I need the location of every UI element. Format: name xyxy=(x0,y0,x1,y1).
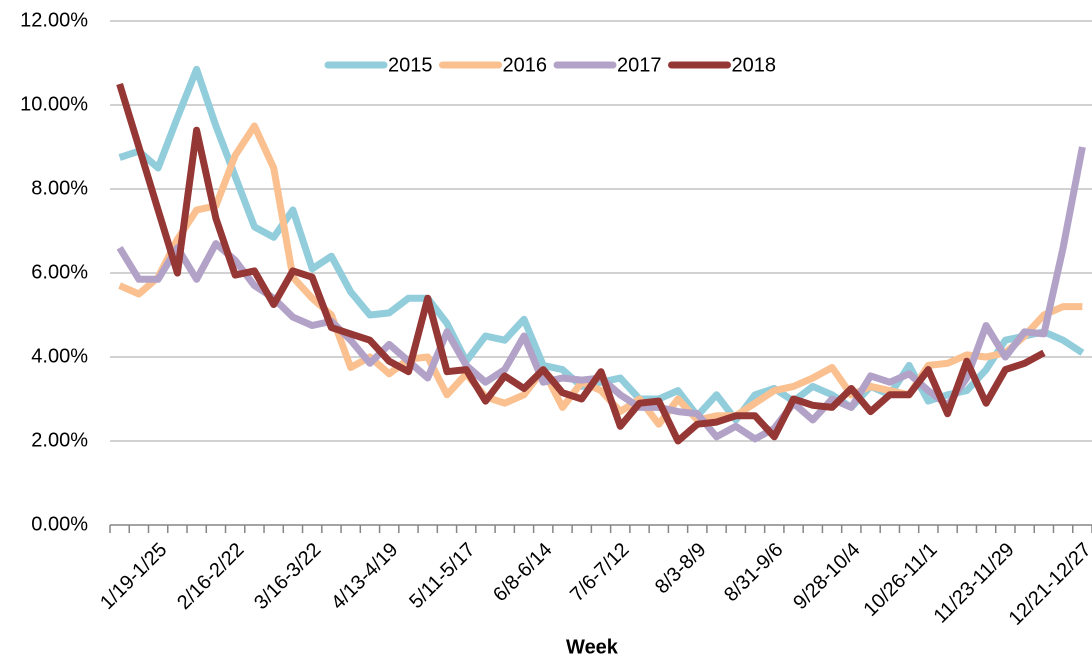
series-line xyxy=(116,82,1046,445)
y-tick-label: 12.00% xyxy=(20,9,88,31)
x-tick-label: 6/8-6/14 xyxy=(489,539,556,606)
legend-label: 2018 xyxy=(732,54,777,76)
x-tick-label: 4/13-4/19 xyxy=(327,539,402,614)
y-tick-label: 8.00% xyxy=(31,177,88,199)
x-tick-label: 7/6-7/12 xyxy=(566,539,633,606)
legend-label: 2015 xyxy=(388,54,433,76)
y-tick-label: 2.00% xyxy=(31,429,88,451)
x-tick-label: 5/11-5/17 xyxy=(405,539,479,613)
x-tick-label: 1/19-1/25 xyxy=(96,539,171,614)
y-tick-label: 6.00% xyxy=(31,261,88,283)
x-tick-label: 9/28-10/4 xyxy=(789,539,864,614)
x-axis-title: Week xyxy=(566,636,619,658)
legend-label: 2017 xyxy=(617,54,662,76)
y-tick-label: 0.00% xyxy=(31,513,88,535)
x-tick-label: 10/26-11/1 xyxy=(859,539,941,621)
x-tick-label: 8/31-9/6 xyxy=(720,539,787,606)
legend-label: 2016 xyxy=(503,54,548,76)
x-tick-label: 12/21-12/27 xyxy=(1005,539,1092,630)
x-tick-label: 2/16-2/22 xyxy=(173,539,248,614)
y-tick-label: 4.00% xyxy=(31,345,88,367)
x-tick-label: 8/3-8/9 xyxy=(651,539,711,599)
x-tick-label: 3/16-3/22 xyxy=(250,539,325,614)
y-tick-label: 10.00% xyxy=(20,93,88,115)
